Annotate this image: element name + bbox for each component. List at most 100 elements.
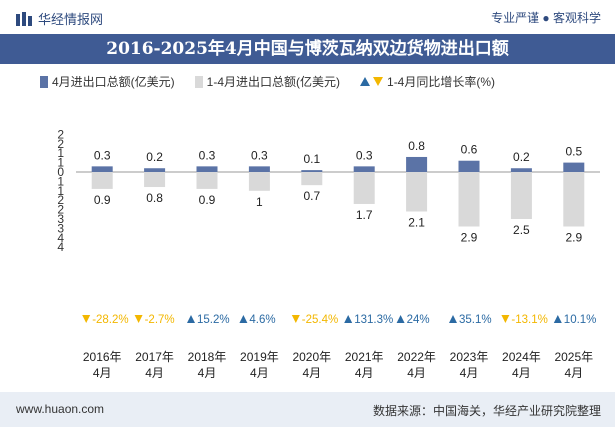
y-tick-label: 3: [57, 212, 64, 226]
brand-name: 华经情报网: [38, 12, 104, 27]
bar-april: [91, 166, 113, 172]
data-label-april: 0.3: [199, 148, 216, 162]
x-tick-label: 4月: [460, 366, 479, 380]
growth-label: 24%: [407, 314, 430, 326]
y-tick-label: 1: [57, 184, 64, 198]
legend: 4月进出口总额(亿美元) 1-4月进出口总额(亿美元) 1-4月同比增长率(%): [40, 73, 610, 90]
legend-swatch-april: [40, 75, 48, 88]
x-tick-label: 4月: [145, 366, 164, 380]
data-label-ytd: 0.8: [146, 191, 163, 205]
growth-down-marker: [501, 315, 510, 323]
legend-label-growth: 1-4月同比增长率(%): [387, 75, 496, 89]
bar-april: [458, 160, 480, 172]
bar-april: [248, 166, 270, 172]
bar-april: [144, 168, 166, 172]
x-tick-label: 2021年: [345, 350, 384, 364]
bar-ytd: [248, 172, 270, 191]
growth-label: -13.1%: [511, 314, 547, 326]
chart-title: 2016-2025年4月中国与博茨瓦纳双边货物进出口额: [0, 34, 615, 64]
legend-label-ytd: 1-4月进出口总额(亿美元): [206, 75, 341, 89]
data-label-april: 0.2: [146, 150, 163, 164]
footer: www.huaon.com 数据来源：中国海关，华经产业研究院整理: [0, 392, 615, 427]
data-label-april: 0.8: [408, 139, 425, 153]
growth-up-marker: [396, 315, 405, 323]
x-tick-label: 4月: [564, 366, 583, 380]
x-tick-label: 4月: [355, 366, 374, 380]
x-tick-label: 4月: [512, 366, 531, 380]
bar-chart: 22110112233440.30.9-28.2%2016年4月0.20.8-2…: [57, 127, 600, 380]
footer-url[interactable]: www.huaon.com: [16, 402, 105, 416]
growth-label: 35.1%: [459, 314, 492, 326]
x-tick-label: 4月: [93, 366, 112, 380]
legend-item-growth: 1-4月同比增长率(%): [360, 73, 495, 90]
y-tick-label: 2: [57, 193, 64, 207]
growth-down-marker: [134, 315, 143, 323]
growth-down-marker: [291, 315, 300, 323]
data-label-april: 0.2: [513, 150, 530, 164]
growth-up-marker: [239, 315, 248, 323]
x-tick-label: 4月: [250, 366, 269, 380]
growth-up-marker: [344, 315, 353, 323]
footer-source: 数据来源：中国海关，华经产业研究院整理: [372, 404, 601, 418]
x-tick-label: 2018年: [188, 350, 227, 364]
bar-april: [563, 162, 585, 172]
growth-label: 131.3%: [354, 314, 393, 326]
x-tick-label: 2023年: [450, 350, 489, 364]
x-tick-label: 2016年: [83, 350, 122, 364]
legend-item-april: 4月进出口总额(亿美元): [40, 73, 175, 90]
growth-label: -28.2%: [92, 314, 128, 326]
bar-ytd: [301, 172, 323, 186]
triangle-up-icon: [360, 77, 371, 86]
x-tick-label: 2019年: [240, 350, 279, 364]
legend-label-april: 4月进出口总额(亿美元): [52, 75, 175, 89]
bar-april: [301, 170, 323, 172]
y-tick-label: 0: [57, 165, 64, 179]
data-label-april: 0.1: [303, 152, 320, 166]
data-label-april: 0.5: [565, 145, 582, 159]
legend-item-ytd: 1-4月进出口总额(亿美元): [194, 73, 341, 90]
x-tick-label: 4月: [198, 366, 217, 380]
bar-ytd: [510, 172, 532, 219]
x-tick-label: 2024年: [502, 350, 541, 364]
top-bar: 华经情报网 专业严谨 ● 客观科学: [0, 0, 615, 34]
data-label-april: 0.3: [251, 148, 268, 162]
y-tick-label: 4: [57, 231, 64, 245]
bar-ytd: [353, 172, 375, 204]
data-label-april: 0.6: [461, 143, 478, 157]
bar-ytd: [196, 172, 218, 189]
y-tick-label: 1: [57, 174, 64, 188]
brand[interactable]: 华经情报网: [16, 9, 103, 28]
data-label-ytd: 0.9: [199, 193, 216, 207]
x-tick-label: 2020年: [292, 350, 331, 364]
growth-down-marker: [82, 315, 91, 323]
growth-label: -2.7%: [145, 314, 175, 326]
growth-up-marker: [553, 315, 562, 323]
data-label-ytd: 0.7: [303, 189, 320, 203]
x-tick-label: 4月: [407, 366, 426, 380]
triangle-down-icon: [373, 77, 384, 86]
data-label-ytd: 1.7: [356, 208, 373, 222]
bar-ytd: [144, 172, 166, 188]
growth-label: 4.6%: [249, 314, 275, 326]
y-tick-label: 1: [57, 156, 64, 170]
data-label-ytd: 2.1: [408, 215, 425, 229]
legend-swatch-ytd: [194, 75, 203, 88]
data-label-ytd: 2.9: [565, 231, 582, 245]
bar-ytd: [406, 172, 428, 212]
x-tick-label: 2022年: [397, 350, 436, 364]
y-tick-label: 1: [57, 146, 64, 160]
y-tick-label: 2: [57, 203, 64, 217]
y-tick-label: 4: [57, 240, 64, 254]
x-tick-label: 2025年: [554, 350, 593, 364]
data-label-april: 0.3: [94, 148, 111, 162]
x-tick-label: 2017年: [135, 350, 174, 364]
bar-ytd: [91, 172, 113, 189]
growth-up-marker: [449, 315, 457, 323]
growth-up-marker: [187, 315, 195, 323]
data-label-ytd: 0.9: [94, 193, 111, 207]
bar-ytd: [458, 172, 480, 227]
data-label-ytd: 2.9: [461, 231, 478, 245]
x-tick-label: 4月: [302, 366, 321, 380]
slogan: 专业严谨 ● 客观科学: [491, 11, 601, 25]
y-tick-label: 3: [57, 221, 64, 235]
